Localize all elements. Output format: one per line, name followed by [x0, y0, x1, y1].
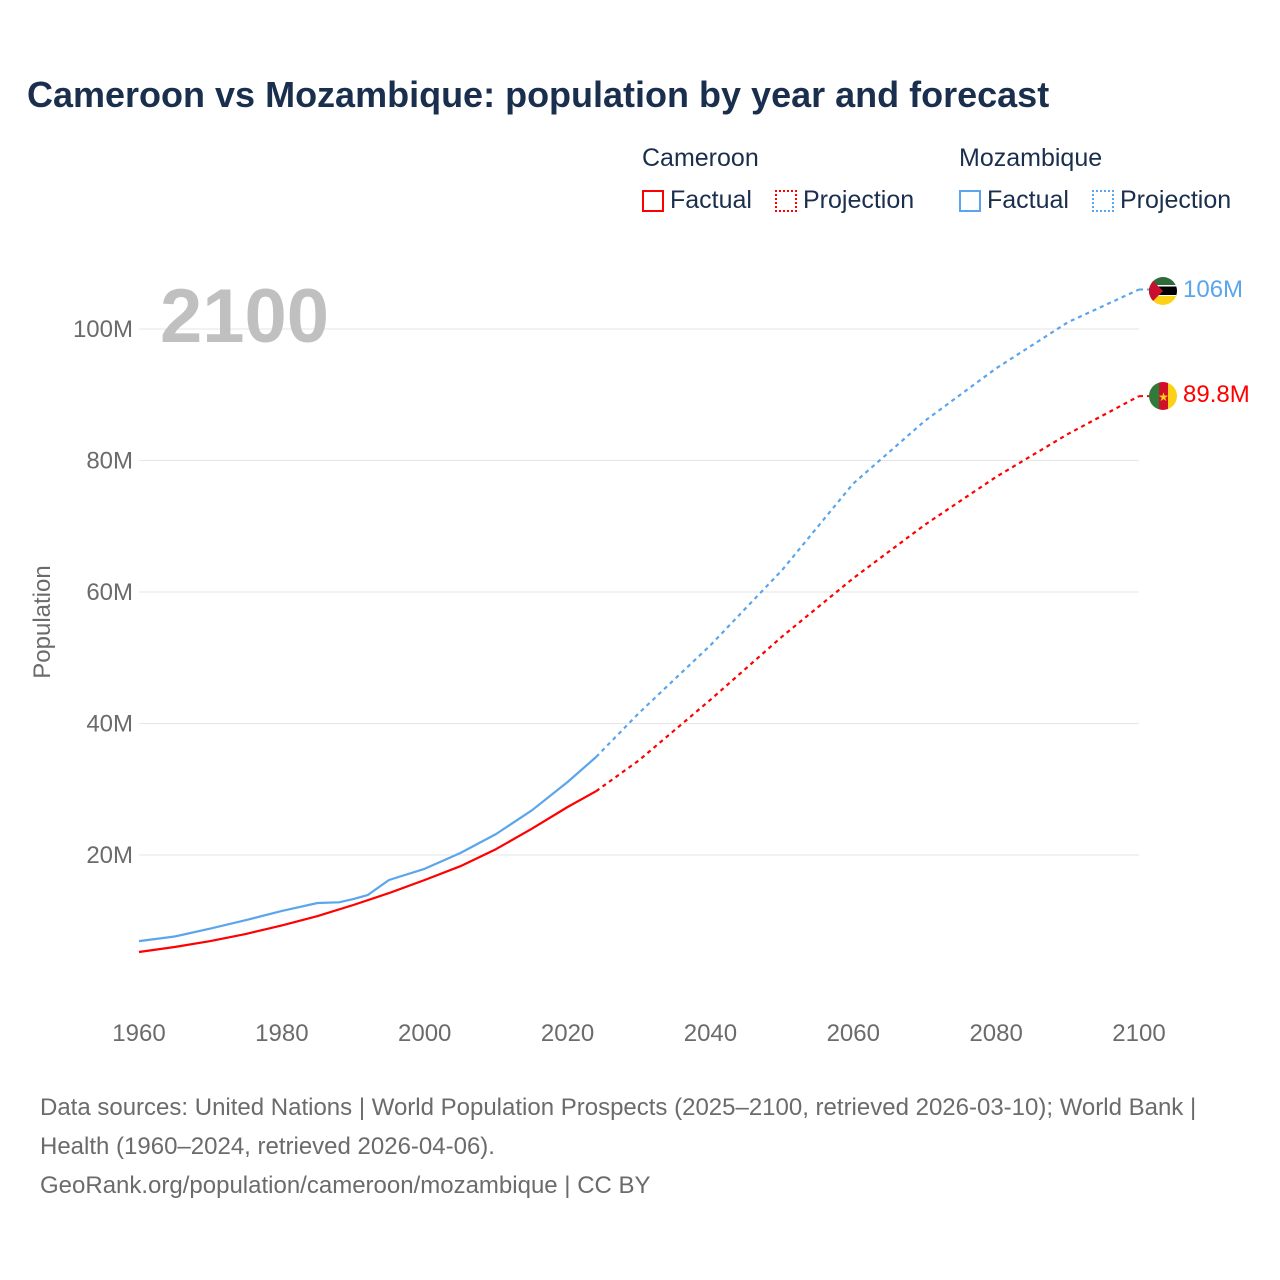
x-tick-label: 2060: [827, 1020, 880, 1047]
legend-label: Factual: [670, 186, 752, 214]
data-sources: Data sources: United Nations | World Pop…: [40, 1094, 1197, 1160]
y-tick-label: 80M: [86, 448, 133, 475]
x-tick-label: 2040: [684, 1020, 737, 1047]
cameroon-projection-line: [595, 395, 1140, 793]
svg-text:★: ★: [1158, 390, 1169, 404]
legend-mozambique-factual[interactable]: Factual: [959, 186, 1069, 215]
y-tick-label: 100M: [73, 316, 133, 343]
mozambique-flag-icon: [1149, 277, 1177, 305]
cameroon-end-label: 89.8M: [1183, 381, 1250, 408]
legend-cameroon-projection[interactable]: Projection: [775, 186, 914, 215]
legend-swatch: [1092, 189, 1114, 212]
mozambique-end-label: 106M: [1183, 276, 1243, 303]
chart-title: Cameroon vs Mozambique: population by ye…: [27, 74, 1050, 115]
x-tick-label: 2100: [1112, 1020, 1165, 1047]
legend-label: Projection: [1120, 186, 1232, 214]
y-tick-label: 20M: [86, 842, 133, 869]
cameroon-flag-icon: ★: [1149, 382, 1177, 410]
legend-cameroon-factual[interactable]: Factual: [642, 186, 752, 215]
legend-label: Projection: [803, 186, 915, 214]
legend-swatch: [642, 189, 664, 212]
legend-label: Factual: [987, 186, 1069, 214]
year-watermark: 2100: [160, 274, 329, 359]
footer: Data sources: United Nations | World Pop…: [40, 1088, 1240, 1205]
legend-group-cameroon: Cameroon: [642, 144, 759, 172]
legend-swatch: [959, 189, 981, 212]
mozambique-projection-line: [595, 288, 1140, 758]
source-link[interactable]: GeoRank.org/population/cameroon/mozambiq…: [40, 1172, 651, 1199]
y-axis-label: Population: [29, 565, 56, 678]
cameroon-factual-line: [138, 790, 597, 954]
mozambique-factual-line: [138, 756, 597, 943]
legend-mozambique-projection[interactable]: Projection: [1092, 186, 1231, 215]
x-tick-label: 2000: [398, 1020, 451, 1047]
legend-group-mozambique: Mozambique: [959, 144, 1103, 172]
y-tick-label: 60M: [86, 579, 133, 606]
x-tick-label: 2020: [541, 1020, 594, 1047]
x-tick-label: 1980: [255, 1020, 308, 1047]
x-tick-label: 1960: [112, 1020, 165, 1047]
legend-swatch: [775, 189, 797, 212]
y-tick-label: 40M: [86, 711, 133, 738]
x-tick-label: 2080: [969, 1020, 1022, 1047]
